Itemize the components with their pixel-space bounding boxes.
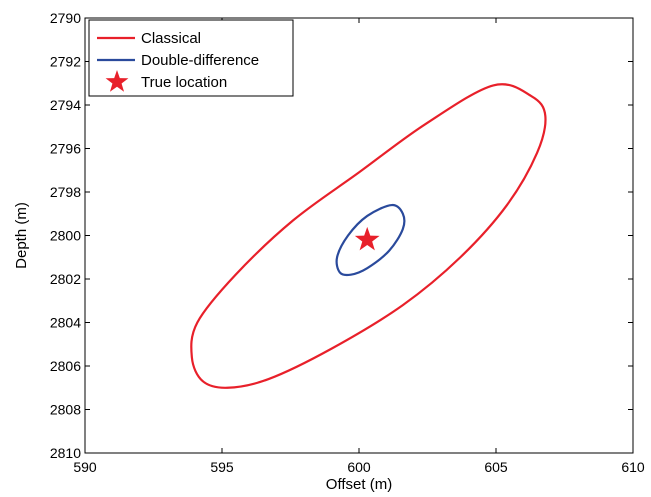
true-location-star-marker [354, 226, 380, 251]
x-tick-label: 590 [73, 459, 97, 475]
y-tick-label: 2804 [50, 315, 81, 331]
y-tick-label: 2800 [50, 228, 81, 244]
y-tick-label: 2802 [50, 271, 81, 287]
x-axis-title: Offset (m) [326, 476, 392, 493]
y-tick-label: 2808 [50, 402, 81, 418]
double-difference-contour-line [335, 203, 406, 277]
y-tick-label: 2806 [50, 358, 81, 374]
legend-label-double-difference: Double-difference [141, 52, 259, 69]
y-tick-label: 2790 [50, 10, 81, 26]
x-tick-label: 610 [621, 459, 645, 475]
y-axis-title: Depth (m) [13, 202, 30, 269]
y-tick-label: 2798 [50, 184, 81, 200]
x-tick-label: 600 [347, 459, 371, 475]
y-tick-label: 2796 [50, 141, 81, 157]
y-tick-label: 2792 [50, 54, 81, 70]
legend-label-classical: Classical [141, 30, 201, 47]
y-tick-label: 2794 [50, 97, 81, 113]
legend-label-true-location: True location [141, 74, 227, 91]
y-tick-label: 2810 [50, 445, 81, 461]
legend-star-icon [105, 70, 129, 92]
legend-box [88, 19, 294, 97]
x-tick-label: 605 [484, 459, 508, 475]
classical-contour-line [190, 83, 547, 389]
x-tick-label: 595 [210, 459, 234, 475]
